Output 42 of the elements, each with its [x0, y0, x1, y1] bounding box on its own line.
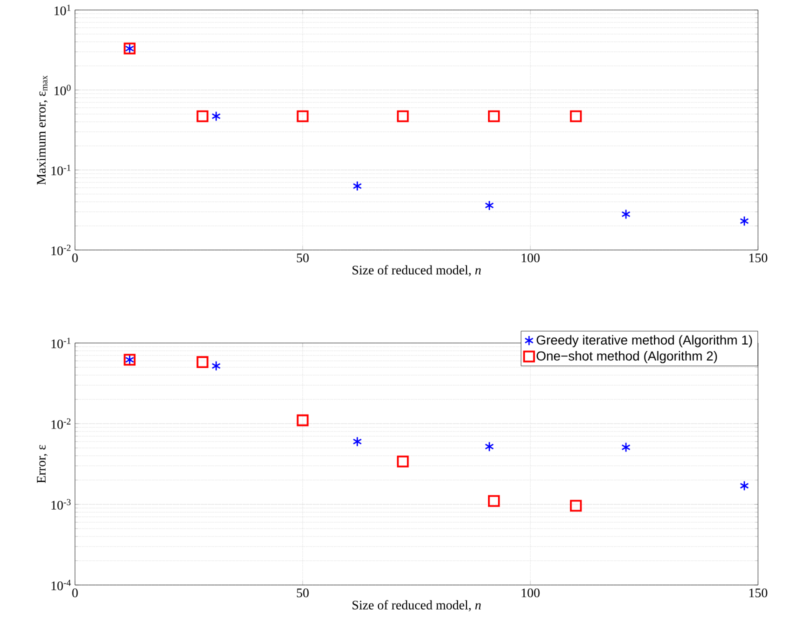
point — [484, 200, 494, 211]
x-tick-label: 100 — [522, 588, 540, 598]
x-tick-label: 50 — [296, 588, 309, 598]
y-tick-label: 10$^{-1}$ — [52, 338, 70, 348]
y-tick-label: 10$^{-2}$ — [52, 418, 70, 429]
point — [196, 110, 208, 122]
point — [740, 480, 749, 491]
point — [484, 441, 494, 452]
point — [621, 442, 631, 452]
legend-label: One−shot method (Algorithm 2) — [536, 351, 717, 364]
point — [352, 436, 362, 447]
legend-label: Greedy iterative method (Algorithm 1) — [536, 335, 752, 348]
x-tick-label: 50 — [296, 254, 309, 262]
x-tick-label: 0 — [72, 254, 78, 262]
point — [488, 495, 500, 507]
point — [621, 209, 631, 220]
x-axis-title: Size of reduced model, n — [352, 265, 481, 276]
point — [488, 110, 500, 122]
y-axis-title: Maximum error, ε$_{max}$ — [36, 75, 48, 185]
point — [196, 356, 208, 368]
y-tick-label: 10$^{-3}$ — [52, 499, 71, 510]
y-tick-label: 10$^{-4}$ — [52, 580, 71, 590]
point — [296, 110, 309, 122]
point — [570, 110, 582, 122]
x-axis-title: Size of reduced model, n — [352, 600, 481, 612]
x-tick-label: 100 — [522, 254, 540, 262]
point — [352, 180, 362, 192]
x-tick-label: 150 — [749, 254, 768, 262]
y-axis-title: Error, ε — [37, 444, 48, 484]
point — [570, 500, 582, 512]
point — [396, 456, 409, 468]
point — [396, 110, 409, 122]
point — [296, 414, 309, 426]
y-tick-label: 10$^{1}$ — [54, 4, 70, 16]
y-tick-label: 10$^{-2}$ — [52, 244, 70, 256]
point — [212, 360, 221, 372]
x-tick-label: 0 — [72, 588, 78, 598]
y-tick-label: 10$^{-1}$ — [52, 164, 70, 176]
point — [212, 111, 221, 122]
x-tick-label: 150 — [749, 588, 768, 598]
y-tick-label: 10$^{0}$ — [54, 84, 71, 96]
point — [740, 216, 749, 226]
